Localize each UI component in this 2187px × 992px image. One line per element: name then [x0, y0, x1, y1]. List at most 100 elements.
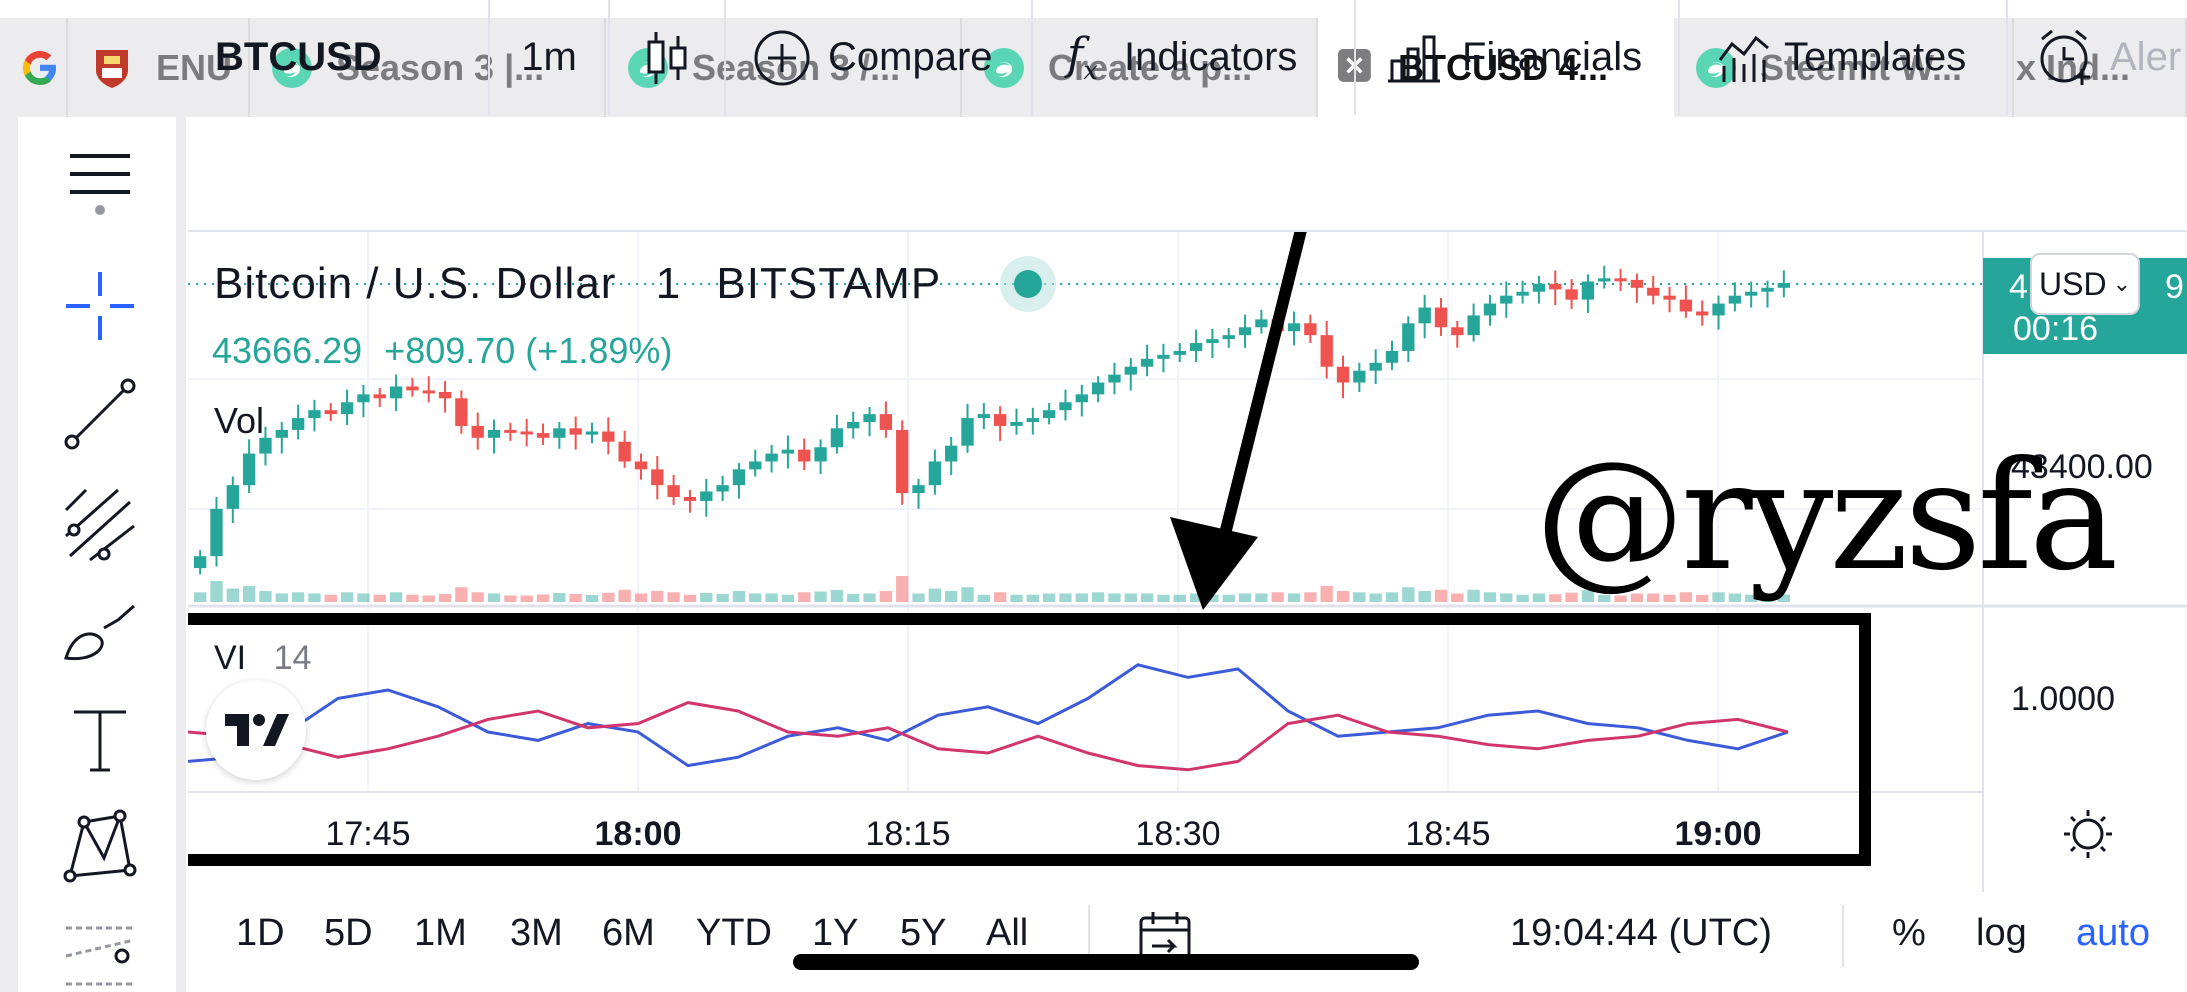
volume-bar	[732, 591, 746, 602]
tab-season3-a[interactable]: Season 3 |...	[250, 18, 606, 117]
candle-body	[357, 394, 370, 403]
candle-body	[455, 398, 468, 426]
volume-bar	[487, 593, 501, 602]
range-1d[interactable]: 1D	[236, 912, 285, 954]
templates-button[interactable]: Templates	[1680, 0, 2008, 115]
volume-bar	[1108, 593, 1121, 602]
divider	[1088, 905, 1090, 967]
time-label: 18:30	[1135, 815, 1221, 853]
candle-body	[667, 485, 680, 497]
tab-label: Steemit W...	[1760, 46, 1963, 88]
volume-bar	[700, 593, 713, 602]
volume-bar	[830, 590, 844, 602]
auto-scale-toggle[interactable]: auto	[2076, 912, 2150, 954]
tab-label: Create a p...	[1048, 46, 1253, 88]
candle-body	[1108, 374, 1121, 383]
volume-bar	[1222, 594, 1235, 602]
currency-select[interactable]: USD ⌄	[2030, 253, 2140, 315]
tab-create-post[interactable]: Create a p...	[962, 18, 1318, 117]
price-readout: 43666.29 +809.70 (+1.89%)	[212, 330, 672, 372]
volume-bar	[1157, 594, 1170, 602]
range-6m[interactable]: 6M	[602, 912, 655, 954]
time-label: 18:45	[1405, 815, 1491, 853]
symbol-label: BTCUSD	[215, 35, 382, 79]
tradingview-logo[interactable]	[206, 680, 306, 780]
range-3m[interactable]: 3M	[510, 912, 563, 954]
candle-body	[781, 449, 795, 454]
divider	[1842, 905, 1844, 967]
volume-bar	[340, 592, 354, 602]
pitchfork-icon[interactable]	[60, 486, 140, 566]
range-all[interactable]: All	[986, 912, 1029, 954]
range-5y[interactable]: 5Y	[900, 912, 947, 954]
volume-bar	[602, 592, 615, 602]
candle-body	[242, 453, 256, 486]
volume-bar	[536, 594, 550, 602]
volume-bar	[1026, 594, 1039, 602]
chart-type-button[interactable]	[610, 0, 726, 115]
price-chart[interactable]	[188, 232, 2187, 892]
templates-label: Templates	[1784, 35, 1967, 79]
candle-body	[275, 429, 288, 438]
tab-steemit-w[interactable]: Steemit W...	[1674, 18, 2014, 117]
trend-line-icon[interactable]	[60, 374, 140, 454]
tab-google[interactable]	[0, 18, 68, 117]
range-ytd[interactable]: YTD	[696, 912, 772, 954]
interval-button[interactable]: 1m	[490, 0, 610, 115]
vortex-length: 14	[273, 639, 312, 677]
percent-scale-toggle[interactable]: %	[1892, 912, 1926, 954]
menu-icon[interactable]	[66, 148, 134, 218]
volume-bar	[1287, 593, 1301, 602]
candle-body	[1075, 394, 1088, 403]
candle-body	[1696, 311, 1709, 316]
volume-bar	[1777, 594, 1790, 602]
candle-body	[1434, 307, 1448, 328]
indicators-button[interactable]: fx Indicators	[1033, 0, 1356, 115]
financials-button[interactable]: Financials	[1356, 0, 1680, 115]
brush-icon[interactable]	[60, 598, 140, 678]
tab-enu[interactable]: ENU	[70, 18, 250, 117]
volume-bar	[520, 595, 533, 602]
volume-bar	[194, 592, 207, 602]
candle-body	[618, 441, 631, 462]
text-tool-icon[interactable]	[60, 700, 140, 780]
chevron-down-icon: ⌄	[2112, 271, 2131, 296]
alert-button[interactable]: Aler	[2008, 0, 2187, 115]
drawing-tools-sidebar	[0, 117, 188, 992]
volume-bar	[455, 587, 468, 602]
symbol-search-button[interactable]: BTCUSD	[188, 0, 490, 115]
range-1m[interactable]: 1M	[414, 912, 467, 954]
candle-body	[1402, 323, 1415, 351]
candle-body	[536, 433, 550, 438]
google-icon	[23, 50, 56, 85]
volume-bar	[1598, 595, 1611, 602]
range-1y[interactable]: 1Y	[812, 912, 859, 954]
candle-body	[634, 461, 648, 470]
volume-bar	[1402, 587, 1415, 602]
candle-body	[1777, 283, 1790, 288]
volume-bar	[1434, 589, 1448, 602]
volume-bar	[634, 593, 648, 602]
candle-body	[585, 431, 599, 435]
measure-tool-icon[interactable]	[60, 916, 140, 992]
settings-icon[interactable]	[2064, 810, 2112, 858]
candle-body	[291, 418, 305, 430]
volume-bar	[1271, 592, 1284, 602]
volume-bar	[373, 594, 386, 602]
crosshair-icon[interactable]	[60, 266, 140, 346]
candle-body	[1598, 278, 1611, 282]
volume-bar	[1451, 593, 1464, 602]
volume-bar	[1728, 593, 1742, 602]
range-5d[interactable]: 5D	[324, 912, 373, 954]
pattern-tool-icon[interactable]	[60, 806, 140, 886]
tab-index[interactable]: x Ind...	[2014, 18, 2187, 117]
volume-bar	[1745, 594, 1758, 602]
candle-body	[487, 429, 501, 438]
compare-button[interactable]: Compare	[726, 0, 1033, 115]
volume-bar	[275, 593, 288, 602]
volume-bar	[1173, 594, 1186, 602]
volume-bar	[814, 591, 827, 602]
volume-bar	[389, 592, 403, 602]
volume-bar	[912, 593, 925, 602]
log-scale-toggle[interactable]: log	[1976, 912, 2027, 954]
